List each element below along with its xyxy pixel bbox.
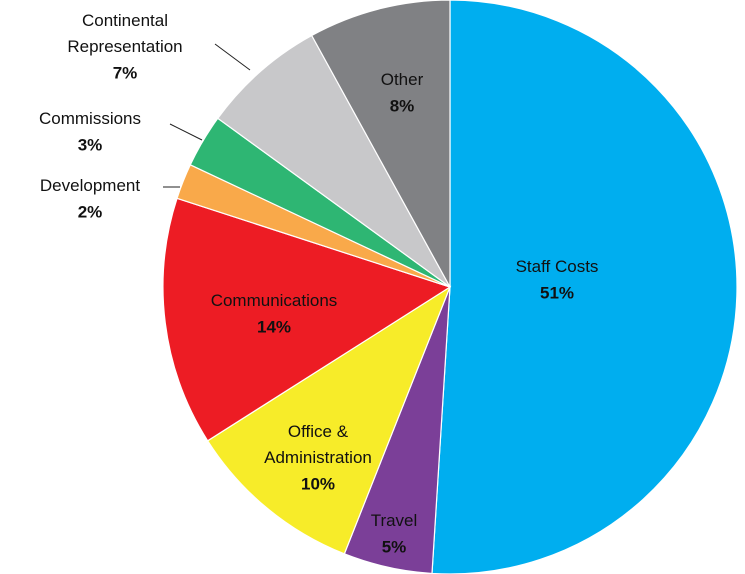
slice-label: Development (40, 176, 140, 195)
pie-slice (206, 285, 452, 555)
slice-label: Other (381, 70, 424, 89)
pie-slice (431, 0, 738, 574)
value-label: 14% (257, 317, 291, 336)
value-label: 2% (78, 202, 103, 221)
slice-label: Office & Administration (264, 422, 372, 467)
slice-label: Commissions (39, 109, 141, 128)
slice-label: Communications (211, 291, 338, 310)
slice-label: Travel (371, 511, 418, 530)
leader-line (214, 43, 251, 71)
pie-slice (216, 34, 451, 288)
value-label: 8% (390, 96, 415, 115)
pie-slice (310, 0, 451, 288)
slice-label: Staff Costs (516, 257, 599, 276)
leader-line (169, 123, 203, 141)
value-label: 3% (78, 135, 103, 154)
value-label: 51% (540, 283, 574, 302)
slice-label: Continental Representation (67, 11, 182, 56)
value-label: 5% (382, 537, 407, 556)
pie-slice (162, 197, 452, 442)
value-label: 10% (301, 474, 335, 493)
value-label: 7% (113, 63, 138, 82)
